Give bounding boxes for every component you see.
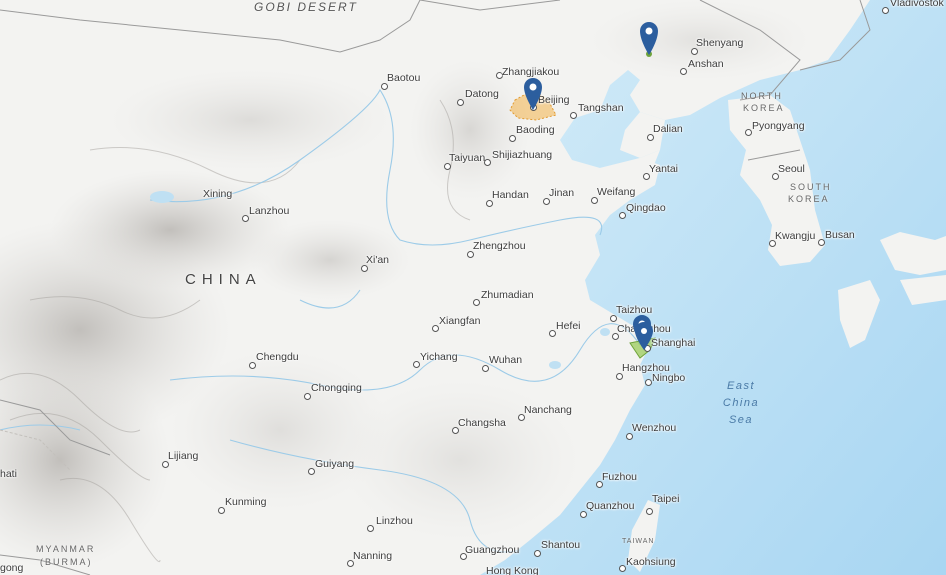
sea-label-line-1: East <box>726 380 755 392</box>
map-marker-icon[interactable] <box>638 19 660 59</box>
map-marker-icon[interactable] <box>522 76 544 114</box>
sea-label-line-3: Sea <box>728 414 754 426</box>
region-north-korea-label-1: NORTH <box>741 91 783 101</box>
map-marker-icon[interactable] <box>633 322 655 352</box>
region-south-korea-label-1: SOUTH <box>790 182 832 192</box>
region-myanmar-label-2: (BURMA) <box>40 557 93 567</box>
country-border <box>0 0 871 575</box>
sea-label-line-2: China <box>722 397 760 409</box>
sea-label: East China Sea <box>718 378 764 429</box>
region-south-korea-label-2: KOREA <box>788 194 830 204</box>
region-north-korea-label-2: KOREA <box>743 103 785 113</box>
korean-peninsula <box>728 95 825 266</box>
region-gobi-label: GOBI DESERT <box>254 0 358 14</box>
ocean <box>480 0 946 575</box>
region-taiwan-label: TAIWAN <box>622 538 655 545</box>
region-myanmar-label-1: MYANMAR <box>36 544 96 554</box>
region-china-label: CHINA <box>185 271 262 288</box>
taiwan-island <box>628 500 660 572</box>
